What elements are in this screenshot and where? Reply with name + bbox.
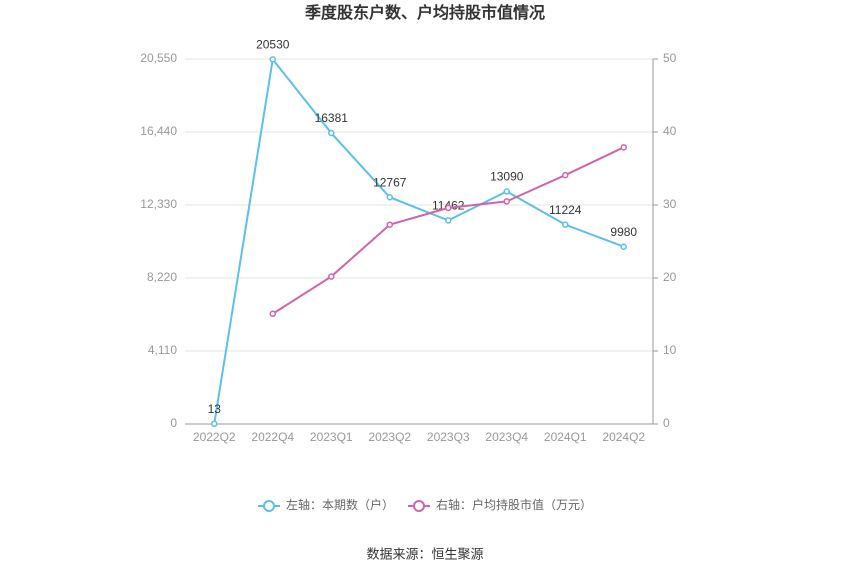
legend-item[interactable]: 右轴：户均持股市值（万元） (408, 497, 592, 512)
y2-tick-label: 30 (663, 197, 677, 211)
x-tick-label: 2024Q1 (544, 430, 587, 444)
data-point (503, 188, 510, 195)
y-tick-label: 4,110 (148, 343, 177, 357)
series-line (272, 146, 625, 315)
data-point (620, 144, 627, 151)
series-line (213, 56, 625, 424)
x-tick-label: 2023Q1 (310, 430, 353, 444)
y2-tick-label: 0 (663, 416, 670, 430)
source-note: 数据来源：恒生聚源 (366, 546, 483, 561)
x-tick-label: 2023Q2 (368, 430, 411, 444)
y-tick-label: 0 (170, 416, 177, 430)
x-tick-label: 2023Q3 (427, 430, 470, 444)
x-tick-label: 2022Q4 (251, 430, 294, 444)
data-point (562, 171, 569, 179)
data-label: 13090 (490, 170, 524, 184)
data-label: 20530 (256, 38, 290, 52)
data-point (386, 221, 393, 228)
legend-item[interactable]: 左轴：本期数（户） (258, 497, 394, 512)
data-point (562, 221, 569, 228)
data-label: 11224 (549, 203, 582, 217)
data-point (386, 193, 393, 201)
legend-marker (263, 500, 275, 512)
y-tick-label: 8,220 (147, 270, 177, 284)
x-tick-label: 2022Q2 (193, 430, 236, 444)
legend-label: 左轴：本期数（户） (286, 497, 394, 512)
x-tick-label: 2024Q2 (602, 430, 645, 444)
legend-label: 右轴：户均持股市值（万元） (436, 497, 592, 512)
y-tick-label: 20,550 (140, 51, 177, 65)
legend-marker (413, 500, 425, 512)
y2-tick-label: 50 (663, 51, 677, 65)
y2-tick-label: 10 (663, 343, 677, 357)
data-point (445, 204, 452, 212)
x-tick-label: 2023Q4 (485, 430, 528, 444)
data-point (328, 273, 335, 280)
data-label: 16381 (315, 111, 349, 125)
data-point (269, 56, 276, 63)
data-point (211, 420, 218, 428)
y2-tick-label: 20 (663, 270, 677, 284)
data-point (269, 310, 276, 318)
y-tick-label: 16,440 (140, 124, 177, 138)
data-point (503, 198, 510, 205)
data-label: 9980 (610, 225, 637, 239)
chart-title: 季度股东户数、户均持股市值情况 (304, 3, 545, 22)
data-label: 12767 (373, 175, 407, 189)
y2-tick-label: 40 (663, 124, 677, 138)
data-label: 13 (208, 402, 222, 416)
data-point (620, 243, 627, 250)
data-point (328, 129, 335, 137)
data-point (445, 217, 452, 224)
y-tick-label: 12,330 (140, 197, 177, 211)
